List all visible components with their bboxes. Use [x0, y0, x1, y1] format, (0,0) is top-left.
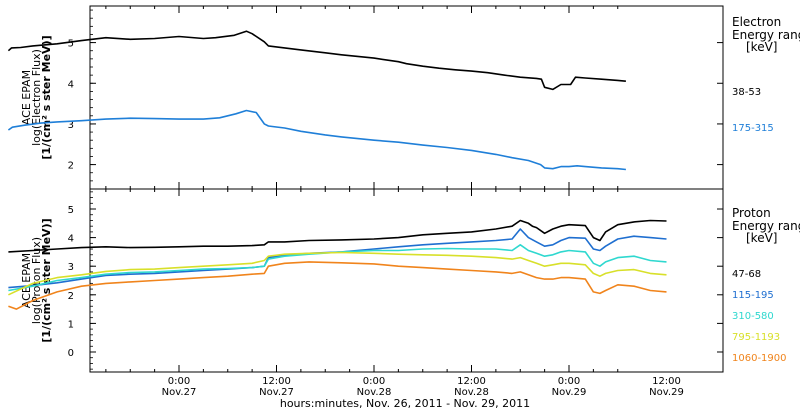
legend-subtitle: Energy range [732, 28, 800, 42]
legend-item: 310-580 [732, 311, 774, 322]
y-tick-label: 5 [68, 205, 74, 216]
legend-unit: [keV] [746, 231, 777, 245]
x-tick-date-label: Nov.29 [649, 387, 684, 398]
y-tick-label: 3 [68, 262, 74, 273]
legend-item: 795-1193 [732, 332, 780, 343]
y-tick-label: 1 [68, 319, 74, 330]
y-tick-label: 0 [68, 348, 74, 359]
x-tick-time-label: 12:00 [457, 376, 486, 387]
x-tick-time-label: 12:00 [652, 376, 681, 387]
x-tick-time-label: 0:00 [363, 376, 385, 387]
x-tick-time-label: 12:00 [262, 376, 291, 387]
x-tick-date-label: Nov.27 [259, 387, 294, 398]
y-tick-label: 2 [68, 291, 74, 302]
x-tick-date-label: Nov.27 [162, 387, 197, 398]
y-tick-label: 5 [68, 39, 74, 50]
series-line-38-53 [7, 30, 626, 91]
x-tick-date-label: Nov.29 [552, 387, 587, 398]
series-line-175-315 [7, 109, 626, 171]
legend-title: Proton [732, 206, 771, 220]
y-axis-label: log(Electron Flux) [30, 49, 43, 146]
legend-item: 1060-1900 [732, 353, 787, 364]
series-line-795-1193 [8, 251, 667, 296]
legend-item: 47-68 [732, 269, 761, 280]
y-tick-label: 2 [68, 161, 74, 172]
x-tick-time-label: 0:00 [168, 376, 190, 387]
y-axis-label: ACE EPAM [20, 70, 33, 125]
x-tick-date-label: Nov.28 [454, 387, 489, 398]
y-tick-label: 4 [68, 234, 74, 245]
x-tick-time-label: 0:00 [558, 376, 580, 387]
x-axis-label: hours:minutes, Nov. 26, 2011 - Nov. 29, … [280, 397, 530, 410]
legend-item: 115-195 [732, 290, 774, 301]
series-line-310-580 [8, 244, 667, 292]
series-line-115-195 [8, 228, 667, 289]
legend-title: Electron [732, 15, 781, 29]
y-tick-label: 4 [68, 79, 74, 90]
legend-item: 175-315 [732, 123, 774, 134]
series-line-1060-1900 [8, 261, 667, 310]
panel-frame-electron [89, 5, 724, 190]
y-axis-label: ACE EPAM [20, 253, 33, 308]
legend-subtitle: Energy range [732, 219, 800, 233]
y-tick-label: 3 [68, 120, 74, 131]
y-axis-label: [1/(cm² s ster MeV)] [40, 35, 53, 159]
legend-unit: [keV] [746, 40, 777, 54]
y-axis-label: log(Proton Flux) [30, 237, 43, 324]
legend-item: 38-53 [732, 87, 761, 98]
series-line-47-68 [8, 219, 667, 253]
x-tick-date-label: Nov.28 [357, 387, 392, 398]
panel-frame-proton [89, 188, 724, 373]
